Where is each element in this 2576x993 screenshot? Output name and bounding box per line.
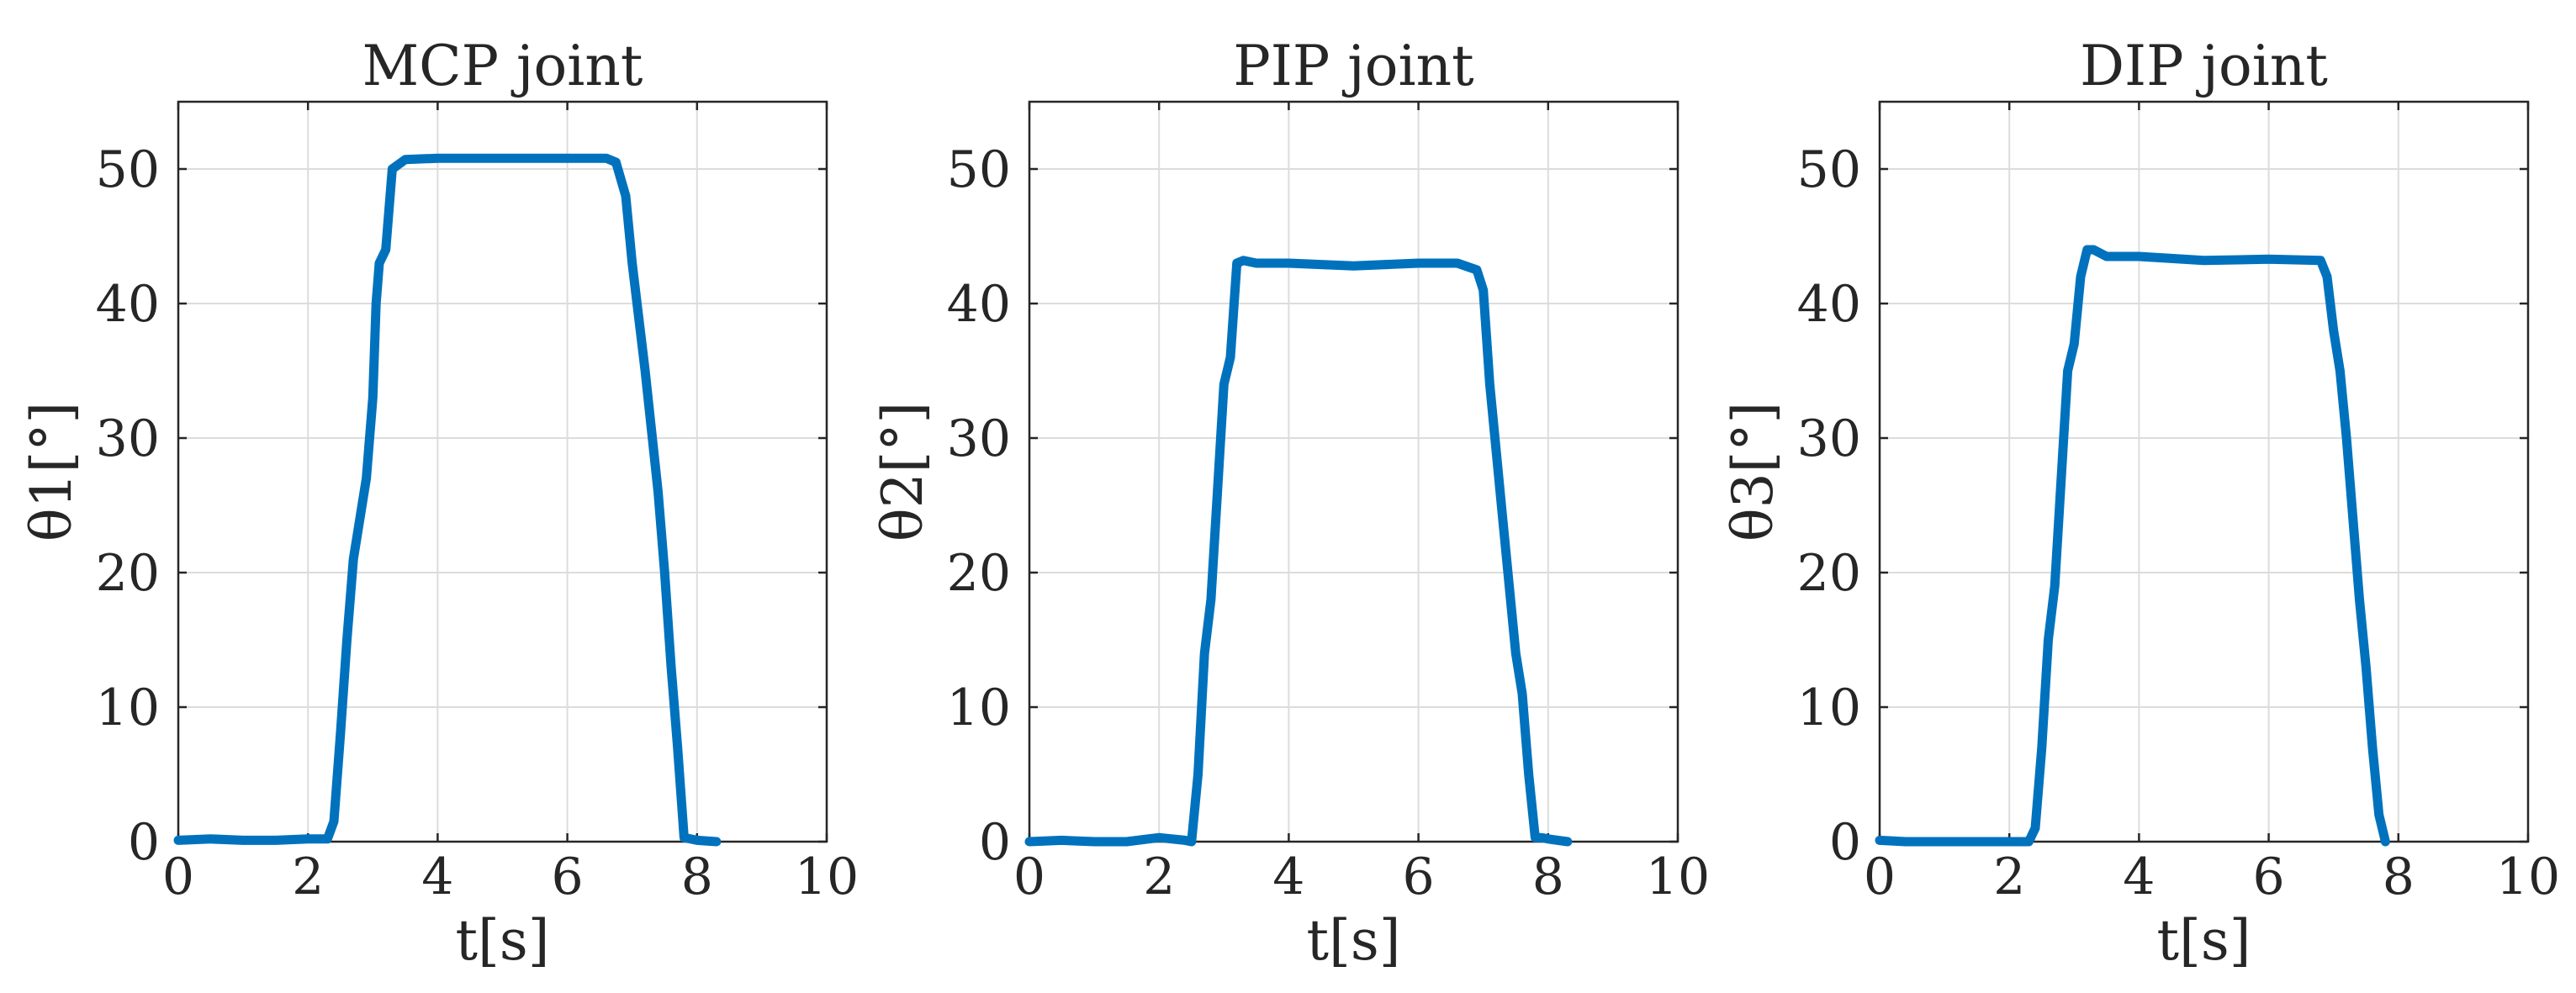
x-axis-label: t[s] xyxy=(456,908,550,973)
y-tick-label: 0 xyxy=(979,813,1011,872)
y-tick-label: 10 xyxy=(947,679,1011,737)
x-tick-label: 6 xyxy=(1403,848,1435,906)
chart-title: DIP joint xyxy=(2080,34,2328,98)
series-line xyxy=(173,153,722,847)
y-tick-label: 30 xyxy=(947,409,1011,468)
x-tick-label: 10 xyxy=(1646,848,1710,906)
axes-box xyxy=(1028,100,1679,843)
series-line xyxy=(1024,256,1573,847)
y-tick-label: 40 xyxy=(947,275,1011,334)
y-tick-label: 0 xyxy=(128,813,160,872)
y-tick-label: 10 xyxy=(96,679,160,737)
y-axis-label: θ3[°] xyxy=(1721,402,1785,541)
series-line xyxy=(1875,245,2390,847)
axes-box xyxy=(1878,100,2530,843)
x-axis-label: t[s] xyxy=(2157,908,2251,973)
x-axis-label: t[s] xyxy=(1307,908,1401,973)
x-tick-label: 0 xyxy=(1864,848,1896,906)
x-tick-label: 4 xyxy=(2123,848,2155,906)
x-tick-label: 0 xyxy=(1013,848,1045,906)
x-tick-label: 4 xyxy=(421,848,453,906)
x-tick-label: 10 xyxy=(795,848,859,906)
y-tick-label: 30 xyxy=(96,409,160,468)
chart-title: MCP joint xyxy=(362,34,643,98)
chart-panel: 0 2 4 6 8 10 0 10 20 30 40 50 PIP joint t[s] θ2[°] xyxy=(870,34,1710,973)
y-tick-label: 20 xyxy=(947,544,1011,603)
y-tick-label: 30 xyxy=(1797,409,1861,468)
y-tick-label: 10 xyxy=(1797,679,1861,737)
y-tick-label: 40 xyxy=(1797,275,1861,334)
y-tick-label: 20 xyxy=(96,544,160,603)
y-tick-label: 50 xyxy=(96,140,160,199)
x-tick-label: 2 xyxy=(292,848,324,906)
x-tick-label: 8 xyxy=(2383,848,2415,906)
x-tick-label: 6 xyxy=(552,848,584,906)
x-tick-label: 10 xyxy=(2496,848,2560,906)
x-tick-label: 0 xyxy=(162,848,194,906)
y-tick-label: 20 xyxy=(1797,544,1861,603)
y-tick-label: 0 xyxy=(1829,813,1861,872)
x-tick-label: 2 xyxy=(1993,848,2025,906)
x-tick-label: 8 xyxy=(681,848,713,906)
x-tick-label: 8 xyxy=(1532,848,1564,906)
y-tick-label: 50 xyxy=(1797,140,1861,199)
y-tick-label: 40 xyxy=(96,275,160,334)
y-axis-label: θ1[°] xyxy=(19,402,84,541)
x-tick-label: 4 xyxy=(1272,848,1304,906)
chart-panel: 0 2 4 6 8 10 0 10 20 30 40 50 DIP joint t[s] θ3[°] xyxy=(1721,34,2560,973)
x-tick-label: 2 xyxy=(1143,848,1175,906)
y-tick-label: 50 xyxy=(947,140,1011,199)
chart-panel: 0 2 4 6 8 10 0 10 20 30 40 50 MCP joint t[s] θ1[°] xyxy=(19,34,859,973)
axes-box xyxy=(177,100,828,843)
x-tick-label: 6 xyxy=(2253,848,2285,906)
chart-title: PIP joint xyxy=(1233,34,1473,98)
y-axis-label: θ2[°] xyxy=(870,402,935,541)
